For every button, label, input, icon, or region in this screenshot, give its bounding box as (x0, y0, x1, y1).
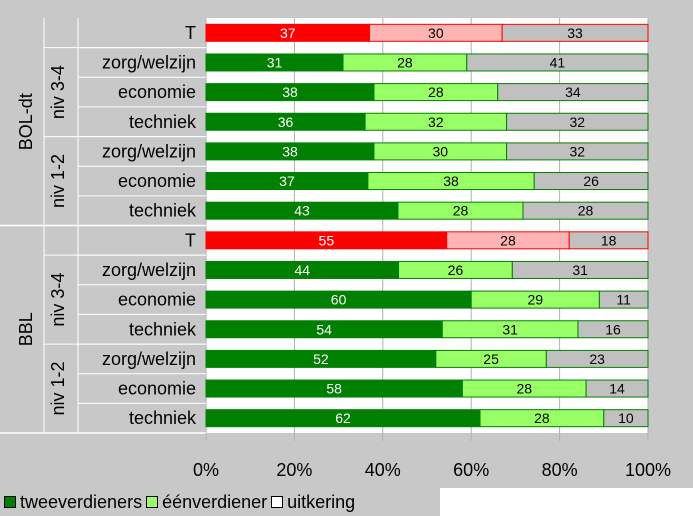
legend-item-uitkering: uitkering (271, 492, 355, 513)
data-label: 32 (428, 114, 444, 130)
category-label: zorg/welzijn (102, 141, 196, 161)
data-label: 28 (453, 203, 469, 219)
legend-swatch-tweeverdieners (4, 496, 16, 508)
category-label: economie (118, 379, 196, 399)
data-label: 28 (428, 84, 444, 100)
data-label: 32 (569, 143, 585, 159)
data-label: 23 (589, 351, 605, 367)
x-tick-label: 20% (276, 460, 312, 480)
legend-label-uitkering: uitkering (287, 491, 356, 512)
bar-segment (585, 379, 649, 398)
category-label: T (185, 230, 196, 250)
legend-label-eenverdiener: éénverdiener (162, 491, 268, 512)
data-label: 30 (428, 25, 444, 41)
data-label: 52 (313, 351, 329, 367)
data-label: 55 (319, 232, 335, 248)
bar-segment (568, 231, 649, 250)
x-tick-label: 0% (193, 460, 219, 480)
group-label: BBL (16, 312, 36, 346)
x-tick-label: 100% (625, 460, 671, 480)
legend-item-tweeverdieners: tweeverdieners (4, 492, 142, 513)
data-label: 26 (448, 262, 464, 278)
legend-swatch-eenverdiener (146, 496, 159, 508)
data-label: 31 (502, 321, 518, 337)
data-label: 18 (601, 232, 617, 248)
bar-segment (497, 83, 649, 102)
data-label: 11 (616, 292, 631, 308)
data-label: 44 (294, 262, 310, 278)
category-label: zorg/welzijn (102, 349, 196, 369)
data-label: 32 (569, 114, 585, 130)
data-label: 38 (282, 143, 298, 159)
category-label: economie (118, 82, 196, 102)
group-label: BOL-dt (16, 93, 36, 150)
legend: tweeverdieners éénverdiener uitkering (0, 488, 440, 516)
x-tick-label: 60% (453, 460, 489, 480)
subgroup-label: niv 3-4 (48, 273, 68, 327)
data-label: 14 (609, 381, 625, 397)
data-label: 62 (335, 410, 351, 426)
category-label: zorg/welzijn (102, 52, 196, 72)
data-label: 25 (483, 351, 499, 367)
x-tick-label: 40% (365, 460, 401, 480)
data-label: 37 (280, 25, 296, 41)
bar-segment (545, 349, 649, 368)
category-label: techniek (129, 201, 197, 221)
data-label: 33 (567, 25, 583, 41)
subgroup-label: niv 3-4 (48, 65, 68, 119)
data-label: 30 (432, 143, 448, 159)
bar-segment (501, 23, 649, 42)
data-label: 54 (316, 321, 332, 337)
data-label: 28 (516, 381, 532, 397)
bar-segment (466, 53, 649, 72)
data-label: 28 (397, 54, 413, 70)
legend-item-eenverdiener: éénverdiener (146, 492, 267, 513)
data-label: 31 (267, 54, 283, 70)
data-label: 26 (583, 173, 599, 189)
bar-segment (511, 260, 649, 279)
data-label: 41 (550, 54, 566, 70)
data-label: 60 (331, 292, 347, 308)
data-label: 38 (282, 84, 298, 100)
category-label: economie (118, 171, 196, 191)
data-label: 28 (500, 232, 516, 248)
legend-swatch-uitkering (271, 496, 284, 508)
category-label: economie (118, 290, 196, 310)
bar-segment (533, 172, 649, 191)
bar-segment (522, 201, 649, 220)
data-label: 16 (605, 321, 621, 337)
plot-area (206, 18, 648, 433)
data-label: 38 (443, 173, 459, 189)
bar-segment (603, 409, 649, 428)
data-label: 34 (565, 84, 581, 100)
data-label: 28 (534, 410, 550, 426)
data-label: 29 (528, 292, 544, 308)
data-label: 58 (326, 381, 342, 397)
data-label: 43 (294, 203, 310, 219)
bar-segment (577, 320, 649, 339)
bar-segment (506, 142, 649, 161)
category-label: techniek (129, 319, 197, 339)
category-label: techniek (129, 112, 197, 132)
data-label: 37 (279, 173, 295, 189)
data-label: 36 (278, 114, 294, 130)
x-tick-label: 80% (542, 460, 578, 480)
data-label: 10 (618, 410, 634, 426)
category-label: zorg/welzijn (102, 260, 196, 280)
category-label: techniek (129, 408, 197, 428)
subgroup-label: niv 1-2 (48, 154, 68, 208)
legend-label-tweeverdieners: tweeverdieners (20, 491, 143, 512)
subgroup-label: niv 1-2 (48, 362, 68, 416)
bar-segment (598, 290, 649, 309)
data-label: 31 (572, 262, 588, 278)
category-label: T (185, 23, 196, 43)
bar-segment (506, 112, 649, 131)
data-label: 28 (578, 203, 594, 219)
